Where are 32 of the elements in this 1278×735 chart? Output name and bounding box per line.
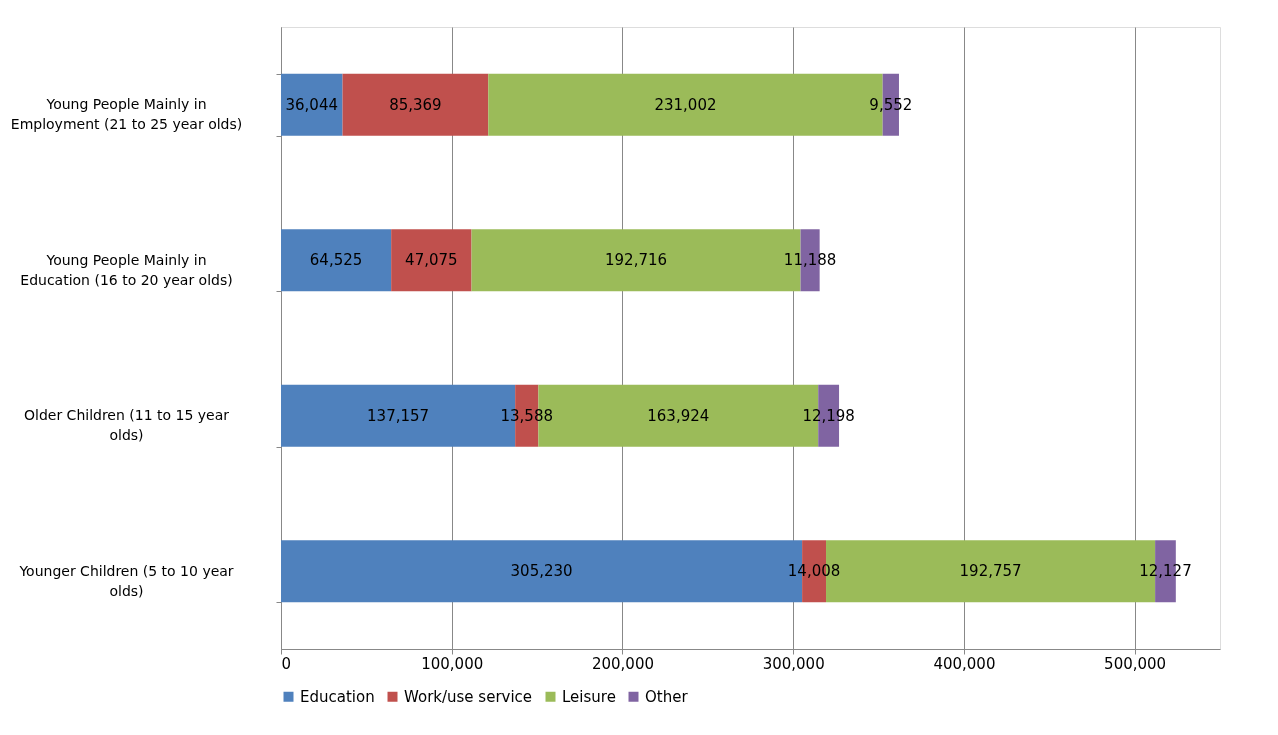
data-label: 47,075 — [405, 251, 458, 270]
data-label: 12,127 — [1139, 562, 1192, 581]
y-tick-label: Older Children (11 to 15 year olds) — [23, 407, 230, 444]
x-tick-label: 0 — [281, 654, 292, 673]
data-label: 192,757 — [959, 562, 1022, 581]
data-label: 9,552 — [869, 95, 913, 114]
legend-label: Leisure — [562, 687, 616, 706]
bar — [281, 229, 392, 292]
x-tick-label: 300,000 — [762, 654, 825, 673]
data-label: 85,369 — [389, 95, 442, 114]
data-label: 12,198 — [802, 406, 855, 425]
y-tick-label: Young People Mainly in Education (16 to 20 year olds) — [20, 251, 233, 288]
x-tick-label: 400,000 — [933, 654, 996, 673]
legend-label: Work/use service — [404, 687, 533, 706]
data-label: 231,002 — [654, 95, 717, 114]
bar — [281, 73, 343, 136]
x-tick-label: 500,000 — [1104, 654, 1167, 673]
bar — [342, 73, 489, 136]
bar — [391, 229, 472, 292]
data-label: 305,230 — [510, 562, 573, 581]
x-tick-label: 200,000 — [591, 654, 654, 673]
data-label: 64,525 — [309, 251, 363, 270]
y-tick-label: Younger Children (5 to 10 year olds) — [18, 562, 234, 599]
data-label: 137,157 — [367, 406, 430, 425]
y-tick-label: Young People Mainly in Employment (21 to 25 year olds) — [10, 96, 243, 133]
data-label: 163,924 — [647, 406, 710, 425]
data-label: 36,044 — [285, 95, 339, 114]
data-label: 192,716 — [605, 251, 668, 270]
legend-label: Education — [300, 687, 375, 706]
x-tick-label: 100,000 — [421, 654, 484, 673]
data-label: 11,188 — [783, 251, 837, 270]
legend-label: Other — [645, 687, 689, 706]
